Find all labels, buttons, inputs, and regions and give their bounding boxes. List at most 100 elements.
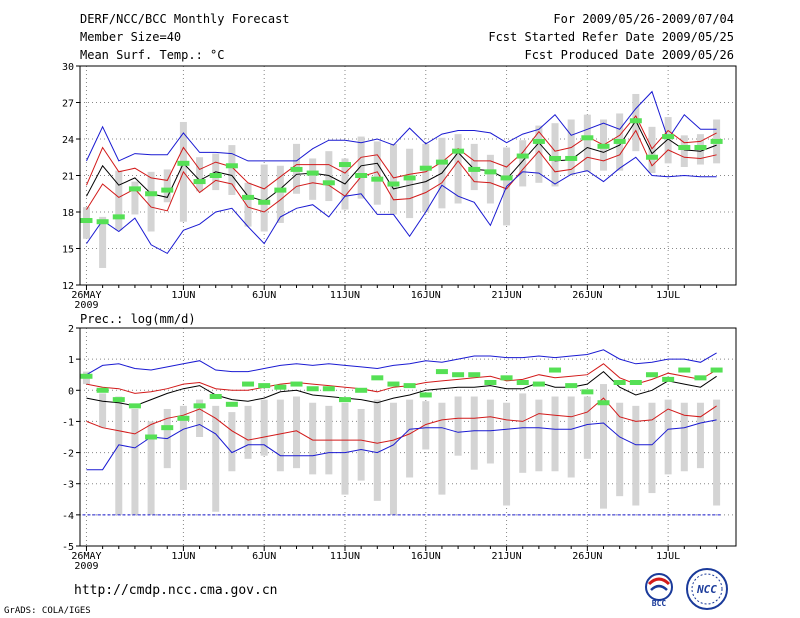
median-marker [435, 159, 448, 165]
median-marker [177, 160, 190, 166]
member-range-bar [503, 402, 511, 506]
median-marker [355, 387, 368, 393]
median-marker [96, 387, 109, 393]
member-range-bar [309, 402, 317, 475]
member-range-bar [406, 399, 414, 478]
x-tick-label: 26MAY [71, 551, 101, 562]
x-tick-label: 26JUN [572, 290, 602, 301]
y-tick-label: 30 [62, 62, 74, 73]
forecast-title: DERF/NCC/BCC Monthly Forecast [80, 12, 290, 26]
y-tick-label: 2 [68, 324, 74, 335]
member-range-bar [713, 399, 721, 506]
median-marker [80, 373, 93, 379]
median-marker [678, 367, 691, 373]
median-marker [112, 214, 125, 220]
median-marker [193, 403, 206, 409]
x-tick-label: 1JUN [171, 290, 195, 301]
member-range-bar [228, 412, 236, 472]
member-range-bar [260, 399, 268, 456]
median-marker [80, 218, 93, 224]
member-range-bar [664, 399, 672, 475]
x-tick-label: 11JUN [330, 290, 360, 301]
member-range-bar [422, 401, 430, 450]
series-line-ensemble-mean [86, 119, 717, 202]
member-size: Member Size=40 [80, 30, 182, 44]
member-range-bar [406, 148, 414, 219]
x-year-label: 2009 [74, 300, 98, 311]
median-marker [516, 380, 529, 385]
x-tick-label: 1JUL [656, 290, 680, 301]
member-range-bar [389, 402, 397, 515]
median-marker [306, 170, 319, 176]
median-marker [629, 380, 642, 385]
median-marker [355, 173, 368, 178]
member-range-bar [438, 402, 446, 495]
median-marker [581, 135, 594, 141]
median-marker [225, 163, 238, 169]
median-marker [710, 367, 723, 373]
series-line-ensemble-min [86, 156, 717, 255]
member-range-bar [519, 140, 527, 187]
median-marker [484, 380, 497, 385]
median-marker [500, 175, 513, 181]
median-marker [500, 375, 513, 381]
series-line-ensemble-min [86, 419, 717, 471]
median-marker [516, 153, 529, 159]
median-marker [371, 176, 384, 182]
member-range-bar [293, 396, 301, 469]
forecast-range: For 2009/05/26-2009/07/04 [553, 12, 734, 26]
median-marker [565, 155, 578, 161]
series-line-mean-spread [86, 129, 717, 213]
member-range-bar [325, 151, 333, 202]
median-marker [242, 381, 255, 387]
member-range-bar [648, 402, 656, 494]
panel2-variable-label: Prec.: log(mm/d) [80, 312, 196, 326]
median-marker [678, 145, 691, 151]
member-range-bar [600, 384, 608, 509]
y-tick-label: -3 [62, 480, 74, 491]
series-line-ensemble-max [86, 349, 717, 376]
member-range-bar [696, 402, 704, 469]
member-range-bar [567, 396, 575, 478]
median-marker [322, 180, 335, 186]
member-range-bar [228, 145, 236, 195]
median-marker [96, 219, 109, 225]
y-tick-label: -4 [62, 511, 74, 522]
source-url: http://cmdp.ncc.cma.gov.cn [74, 583, 278, 598]
y-tick-label: -5 [62, 542, 74, 553]
series-line-ensemble-mean [86, 370, 717, 407]
member-range-bar [373, 141, 381, 205]
y-tick-label: 27 [62, 99, 74, 110]
median-marker [145, 191, 158, 197]
median-marker [258, 383, 271, 389]
panel1-variable-label: Mean Surf. Temp.: °C [80, 48, 225, 62]
median-marker [549, 155, 562, 161]
median-marker [549, 367, 562, 373]
y-tick-label: 21 [62, 172, 74, 183]
member-range-bar [260, 164, 268, 232]
x-tick-label: 6JUN [252, 290, 276, 301]
member-range-bar [535, 399, 543, 472]
median-marker [274, 384, 287, 390]
median-marker [128, 403, 141, 409]
median-marker [290, 166, 303, 172]
member-range-bar [535, 125, 543, 183]
x-tick-label: 16JUN [411, 290, 441, 301]
member-range-bar [680, 402, 688, 472]
y-tick-label: 1 [68, 355, 74, 366]
member-range-bar [212, 405, 220, 512]
member-range-bar [583, 114, 591, 172]
median-marker [403, 383, 416, 389]
member-range-bar [115, 170, 123, 231]
x-tick-label: 1JUL [656, 551, 680, 562]
x-year-label: 2009 [74, 561, 98, 572]
median-marker [629, 118, 642, 124]
median-marker [645, 154, 658, 160]
member-range-bar [196, 157, 204, 192]
member-range-bar [341, 402, 349, 495]
median-marker [193, 179, 206, 185]
median-marker [322, 386, 335, 392]
member-range-bar [616, 402, 624, 497]
bcc-logo: BCC [645, 573, 673, 608]
